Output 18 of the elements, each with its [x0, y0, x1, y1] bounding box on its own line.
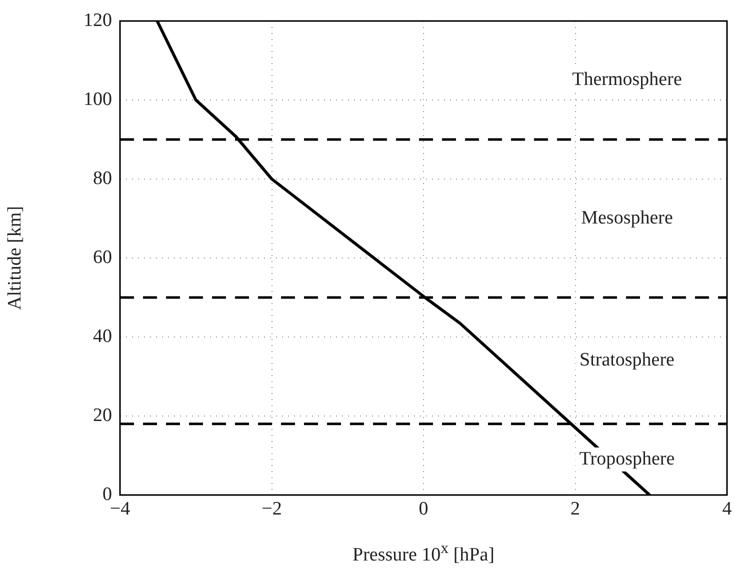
annotation: Stratosphere [580, 350, 674, 371]
y-tick-label: 40 [93, 326, 112, 347]
x-tick-label: 0 [418, 498, 428, 520]
x-axis-title: Pressure 10$^{x}$ [hPa] [352, 540, 496, 566]
y-tick-label: 0 [102, 484, 112, 505]
annotation: Troposphere [579, 448, 675, 470]
y-tick-label: 80 [93, 168, 112, 189]
y-tick-label: 120 [84, 10, 112, 31]
y-tick-label: 100 [84, 88, 112, 110]
x-tick-label: −2 [262, 498, 282, 520]
annotation: Thermosphere [572, 69, 682, 90]
x-tick-label: 2 [570, 498, 580, 520]
x-tick-label: −4 [110, 498, 131, 520]
y-axis-title: Altitude [km] [4, 206, 26, 310]
y-tick-label: 20 [93, 404, 112, 426]
annotation: Mesosphere [581, 207, 673, 228]
x-tick-label: 4 [722, 498, 732, 520]
y-tick-label: 60 [93, 246, 112, 268]
